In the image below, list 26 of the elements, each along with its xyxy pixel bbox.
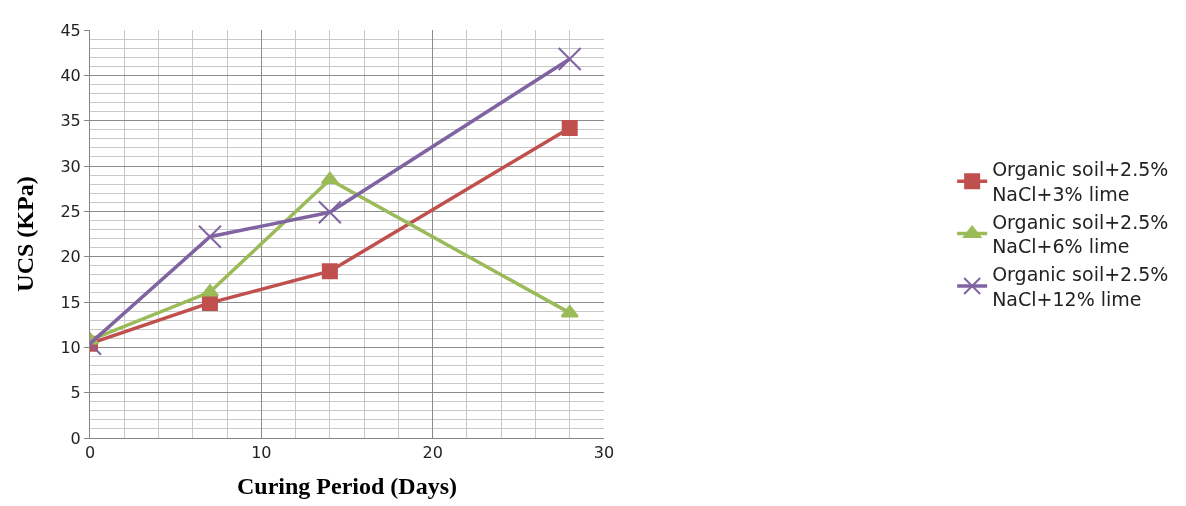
y-tick-label: 45 bbox=[60, 20, 81, 40]
legend-label: Organic soil+2.5% NaCl+6% lime bbox=[992, 210, 1169, 258]
point bbox=[561, 119, 578, 136]
x-tick-label: 10 bbox=[251, 443, 272, 463]
x-tick-label: 30 bbox=[593, 443, 615, 463]
y-tick-label: 30 bbox=[60, 156, 81, 176]
y-tick-label: 25 bbox=[60, 201, 81, 221]
point bbox=[557, 47, 582, 72]
y-tick-label: 10 bbox=[60, 337, 81, 357]
point bbox=[560, 304, 579, 318]
x-tick-label: 0 bbox=[84, 443, 96, 463]
y-tick-label: 5 bbox=[70, 383, 81, 403]
x-axis-title: Curing Period (Days) bbox=[237, 472, 457, 499]
y-tick-label: 35 bbox=[60, 111, 81, 131]
legend-label: Organic soil+2.5% NaCl+3% lime bbox=[992, 158, 1169, 205]
point bbox=[321, 263, 338, 280]
point bbox=[320, 171, 339, 185]
y-axis-title: UCS (KPa) bbox=[11, 176, 38, 292]
point bbox=[317, 200, 342, 225]
y-tick-label: 40 bbox=[60, 65, 81, 85]
legend-label: Organic soil+2.5% NaCl+12% lime bbox=[992, 263, 1169, 310]
y-tick-label: 15 bbox=[60, 292, 81, 312]
y-tick-label: 20 bbox=[60, 247, 81, 267]
x-tick-label: 20 bbox=[422, 443, 443, 463]
y-tick-label: 0 bbox=[70, 428, 81, 448]
point bbox=[197, 224, 222, 249]
